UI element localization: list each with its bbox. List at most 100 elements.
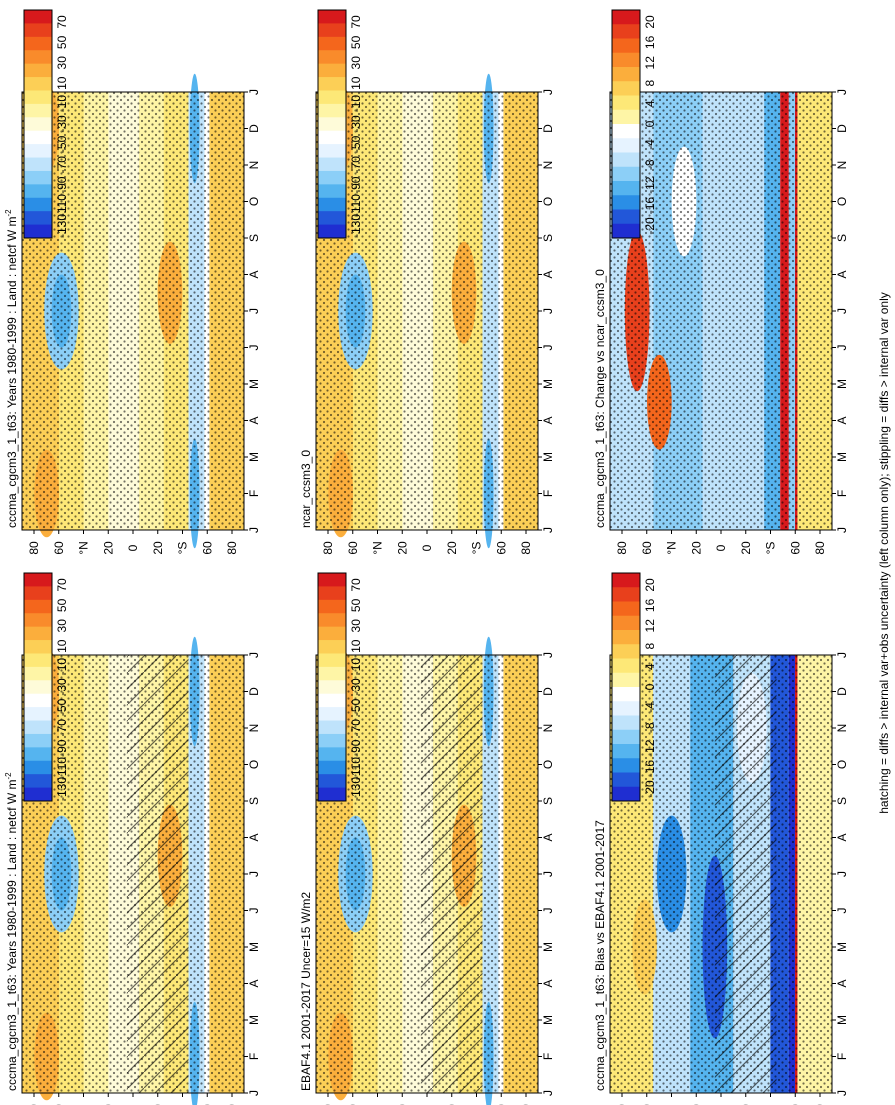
month-tick-label: M <box>835 942 849 952</box>
colorbar-label: 0 <box>643 120 657 127</box>
colorbar-swatch <box>24 586 52 601</box>
colorbar-label: 30 <box>55 619 69 633</box>
lat-tick-label: 60 <box>200 541 214 555</box>
colorbar-swatch <box>24 707 52 722</box>
month-tick-label: N <box>541 161 555 170</box>
colorbar-label: 50 <box>55 598 69 612</box>
colorbar-label: -130 <box>55 214 69 238</box>
month-tick-label: J <box>835 527 849 533</box>
colorbar-model-right: 70 50 30 10 -10 -30 -50 -70 -90-110-130 <box>23 9 69 239</box>
colorbar-swatch <box>318 707 346 722</box>
month-tick-label: O <box>541 197 555 206</box>
panel-ref-model: 80 60 °N 20 0 20 °S 60 80 J F M A M J J A S O N D Jncar_ccsm3… <box>299 73 555 555</box>
colorbar-label: -10 <box>55 658 69 676</box>
colorbar-swatch <box>318 666 346 681</box>
colorbar-swatch <box>612 729 640 745</box>
lat-tick-label: 20 <box>395 541 409 555</box>
colorbar-label: -4 <box>643 702 657 713</box>
month-tick-label: N <box>247 724 261 733</box>
colorbar-label: 70 <box>349 578 363 592</box>
colorbar-label: -16 <box>643 197 657 215</box>
colorbar-label: -90 <box>55 739 69 757</box>
month-tick-label: S <box>835 234 849 242</box>
colorbar-swatch <box>612 573 640 588</box>
colorbar-swatch <box>24 747 52 762</box>
panel-title: cccma_cgcm3_1_t63: Bias vs EBAF4.1 2001-… <box>593 820 607 1091</box>
month-tick-label: M <box>541 452 555 462</box>
colorbar-obs: 70 50 30 10 -10 -30 -50 -70 -90-110-130 <box>317 572 363 802</box>
panel-title: ncar_ccsm3_0 <box>299 450 313 528</box>
lat-tick-label: 60 <box>346 541 360 555</box>
month-tick-label: A <box>247 416 261 424</box>
month-tick-label: A <box>247 979 261 987</box>
colorbar-swatch <box>318 144 346 159</box>
colorbar-swatch <box>24 787 52 802</box>
colorbar-swatch <box>24 653 52 668</box>
colorbar-swatch <box>612 67 640 82</box>
colorbar-label: 30 <box>55 56 69 70</box>
month-tick-label: S <box>541 797 555 805</box>
colorbar-label: -50 <box>55 698 69 716</box>
colorbar-label: -90 <box>349 176 363 194</box>
colorbar-label: -4 <box>643 139 657 150</box>
colorbar-label: 12 <box>643 56 657 70</box>
colorbar-swatch <box>24 613 52 628</box>
colorbar-swatch <box>612 152 640 168</box>
colorbar-label: 4 <box>643 100 657 107</box>
colorbar-swatch <box>24 130 52 145</box>
colorbar-label: 8 <box>643 643 657 650</box>
lat-tick-label: °N <box>77 541 91 554</box>
month-tick-label: M <box>247 379 261 389</box>
month-tick-label: D <box>247 687 261 696</box>
colorbar-swatch <box>612 772 640 788</box>
colorbar-swatch <box>24 760 52 775</box>
colorbar-swatch <box>24 36 52 51</box>
lat-tick-label: °S <box>764 542 778 555</box>
lat-tick-label: 80 <box>519 541 533 555</box>
hatching-overlay <box>714 655 777 1093</box>
colorbar-swatch <box>318 573 346 587</box>
month-tick-label: M <box>541 942 555 952</box>
month-tick-label: J <box>835 652 849 658</box>
colorbar-swatch <box>24 103 52 118</box>
month-tick-label: O <box>835 197 849 206</box>
colorbar-swatch <box>24 573 52 587</box>
colorbar-label: 70 <box>349 15 363 29</box>
colorbar-label: 20 <box>643 15 657 29</box>
lat-tick-label: 60 <box>640 541 654 555</box>
month-tick-label: J <box>835 308 849 314</box>
colorbar-swatch <box>24 720 52 735</box>
colorbar-swatch <box>318 693 346 708</box>
colorbar-swatch <box>612 138 640 153</box>
colorbar-swatch <box>612 24 640 39</box>
colorbar-swatch <box>318 23 346 38</box>
colorbar-label: -50 <box>349 135 363 153</box>
colorbar-swatch <box>318 760 346 775</box>
colorbar-swatch <box>318 77 346 91</box>
month-tick-label: J <box>247 345 261 351</box>
colorbar-swatch <box>24 10 52 24</box>
colorbar-swatch <box>318 613 346 628</box>
stippling-overlay <box>316 92 538 530</box>
colorbar-label: 0 <box>643 683 657 690</box>
colorbar-label: 4 <box>643 663 657 670</box>
colorbar-swatch <box>612 109 640 125</box>
month-tick-label: S <box>247 234 261 242</box>
colorbar-swatch <box>24 693 52 708</box>
colorbar-swatch <box>318 787 346 802</box>
colorbar-label: -90 <box>55 176 69 194</box>
colorbar-label: -16 <box>643 760 657 778</box>
lat-tick-label: 60 <box>788 541 802 555</box>
lat-tick-label: 80 <box>321 541 335 555</box>
month-tick-label: A <box>835 979 849 987</box>
colorbar-label: -10 <box>349 658 363 676</box>
month-tick-label: J <box>247 89 261 95</box>
colorbar-swatch <box>612 644 640 659</box>
colorbar-label: 10 <box>55 76 69 90</box>
colorbar-swatch <box>612 744 640 759</box>
month-tick-label: N <box>541 724 555 733</box>
colorbar-swatch <box>318 774 346 789</box>
colorbar-swatch <box>318 626 346 641</box>
lat-tick-label: 0 <box>714 544 728 551</box>
